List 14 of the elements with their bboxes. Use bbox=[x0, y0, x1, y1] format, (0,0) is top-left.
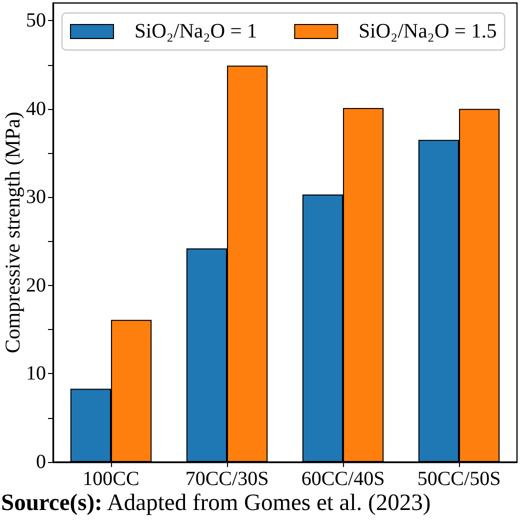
x-tick-label: 60CC/40S bbox=[301, 468, 385, 490]
y-tick-label: 50 bbox=[26, 10, 46, 32]
y-tick-label: 10 bbox=[26, 362, 46, 385]
legend-label: SiO₂/Na₂O = 1 bbox=[134, 20, 258, 42]
x-tick-label: 100CC bbox=[82, 468, 140, 490]
x-tick-label: 70CC/30S bbox=[185, 468, 269, 490]
y-tick-label: 20 bbox=[26, 274, 46, 296]
y-tick-label: 0 bbox=[36, 451, 46, 473]
source-note: Source(s): Adapted from Gomes et al. (2023) bbox=[1, 490, 431, 516]
y-tick-label: 30 bbox=[26, 186, 46, 208]
x-tick-label: 50CC/50S bbox=[417, 468, 501, 490]
y-tick-label: 40 bbox=[26, 98, 46, 120]
y-axis-title: Compressive strength (MPa) bbox=[0, 112, 24, 354]
legend-label: SiO₂/Na₂O = 1.5 bbox=[358, 20, 497, 42]
